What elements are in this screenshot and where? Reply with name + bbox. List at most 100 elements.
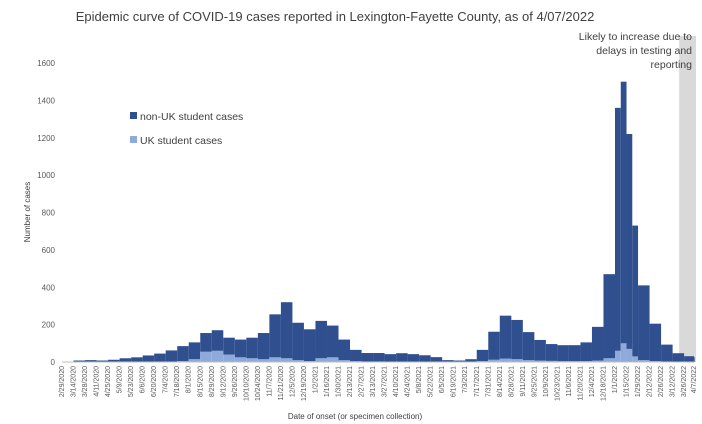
x-tick-label: 2/29/2020 — [59, 366, 66, 397]
y-tick-label: 1200 — [37, 134, 55, 143]
x-tick-label: 10/24/2020 — [255, 366, 262, 401]
bar-non-uk-student — [384, 354, 397, 362]
bar-non-uk-student — [672, 353, 685, 362]
x-tick-label: 1/30/2021 — [336, 366, 343, 397]
bar-non-uk-student — [177, 346, 189, 362]
x-tick-label: 4/24/2021 — [405, 366, 412, 397]
bar-uk-student — [188, 359, 201, 362]
x-tick-label: 6/20/2020 — [151, 366, 158, 397]
bar-uk-student — [499, 358, 512, 362]
bar-uk-student — [315, 358, 327, 362]
bar-uk-student — [257, 359, 270, 362]
bar-uk-student — [545, 360, 558, 362]
y-axis-tick-labels: 0 200 400 600 800 1000 1200 1400 1600 — [37, 59, 55, 367]
y-axis-title: Number of cases — [23, 182, 32, 242]
bar-non-uk-student — [419, 355, 431, 362]
x-tick-label: 12/4/2021 — [589, 366, 596, 397]
bar-non-uk-student — [568, 345, 581, 362]
bar-uk-student — [511, 359, 523, 362]
annotation-line-1: Likely to increase due to — [579, 31, 692, 43]
bar-non-uk-student — [649, 323, 662, 362]
x-tick-label: 10/10/2020 — [243, 366, 250, 401]
chart-title: Epidemic curve of COVID-19 cases reporte… — [76, 9, 595, 24]
x-tick-label: 4/10/2021 — [393, 366, 400, 397]
bar-non-uk-student — [292, 322, 304, 361]
bar-non-uk-student — [85, 360, 97, 362]
bar-non-uk-student — [269, 314, 281, 358]
x-axis-title: Date of onset (or specimen collection) — [288, 412, 423, 421]
bar-non-uk-student — [211, 330, 224, 351]
bar-uk-student — [338, 360, 351, 362]
x-tick-label: 3/27/2021 — [382, 366, 389, 397]
bar-uk-student — [620, 343, 627, 362]
bar-uk-student — [632, 356, 639, 362]
bar-non-uk-student — [620, 81, 627, 344]
x-tick-label: 5/22/2021 — [428, 366, 435, 397]
x-tick-label: 2/26/2022 — [658, 366, 665, 397]
bar-non-uk-student — [350, 349, 362, 362]
bar-uk-student — [280, 358, 293, 362]
bar-non-uk-student — [142, 355, 155, 362]
bar-non-uk-student — [465, 359, 477, 362]
bar-non-uk-student — [534, 339, 546, 361]
bar-non-uk-student — [188, 342, 201, 360]
bar-uk-student — [223, 354, 235, 362]
bar-uk-student — [326, 357, 339, 362]
x-tick-label: 4/11/2020 — [94, 366, 101, 397]
x-tick-label: 8/14/2021 — [497, 366, 504, 397]
bar-non-uk-student — [603, 274, 615, 359]
bar-non-uk-student — [280, 302, 293, 359]
bar-non-uk-student — [108, 359, 120, 362]
x-tick-label: 9/12/2020 — [220, 366, 227, 397]
bar-uk-student — [638, 360, 650, 362]
bar-uk-student — [246, 358, 258, 362]
legend-swatch-uk — [130, 136, 137, 143]
x-tick-label: 6/5/2021 — [439, 366, 446, 393]
x-tick-label: 7/17/2021 — [474, 366, 481, 397]
annotation-line-3: reporting — [651, 59, 693, 71]
x-tick-label: 7/18/2020 — [174, 366, 181, 397]
x-tick-label: 10/9/2021 — [543, 366, 550, 397]
x-tick-label: 11/21/2020 — [278, 366, 285, 401]
annotation: Likely to increase due to delays in test… — [579, 31, 692, 71]
bar-non-uk-student — [557, 345, 569, 362]
bar-non-uk-student — [684, 356, 694, 362]
bar-non-uk-student — [430, 357, 443, 362]
x-axis-tick-labels: 2/29/2020 3/14/2020 3/28/2020 4/11/2020 4/25… — [59, 366, 698, 401]
x-tick-label: 5/23/2020 — [128, 366, 135, 397]
y-tick-label: 0 — [51, 358, 56, 367]
x-tick-label: 9/25/2021 — [531, 366, 538, 397]
bar-non-uk-student — [373, 353, 385, 362]
bar-non-uk-student — [591, 326, 604, 361]
x-tick-label: 1/1/2022 — [612, 366, 619, 393]
bar-non-uk-student — [522, 332, 535, 361]
bar-non-uk-student — [246, 337, 258, 359]
bar-non-uk-student — [338, 339, 351, 361]
bar-non-uk-student — [315, 320, 327, 359]
bar-non-uk-student — [499, 315, 512, 359]
x-tick-label: 8/1/2020 — [186, 366, 193, 393]
bar-non-uk-student — [453, 360, 466, 362]
bar-uk-student — [200, 351, 212, 362]
bar-uk-student — [626, 348, 633, 362]
bar-non-uk-student — [407, 354, 420, 362]
x-tick-label: 11/7/2020 — [266, 366, 273, 397]
bar-non-uk-student — [154, 353, 166, 362]
x-tick-label: 12/18/2021 — [600, 366, 607, 401]
x-tick-label: 2/12/2022 — [647, 366, 654, 397]
x-tick-label: 11/20/2021 — [577, 366, 584, 401]
x-tick-label: 8/29/2020 — [209, 366, 216, 397]
x-tick-label: 1/16/2021 — [324, 366, 331, 397]
bar-non-uk-student — [303, 329, 316, 362]
x-tick-label: 7/31/2021 — [485, 366, 492, 397]
legend-label-uk: UK student cases — [140, 135, 222, 147]
bar-uk-student — [522, 360, 535, 362]
x-tick-label: 1/2/2021 — [312, 366, 319, 393]
bar-uk-student — [603, 358, 615, 362]
bar-non-uk-student — [361, 353, 374, 362]
bar-non-uk-student — [396, 353, 408, 362]
x-tick-label: 3/14/2020 — [71, 366, 78, 397]
bar-non-uk-student — [257, 333, 270, 360]
y-tick-label: 200 — [42, 321, 56, 330]
